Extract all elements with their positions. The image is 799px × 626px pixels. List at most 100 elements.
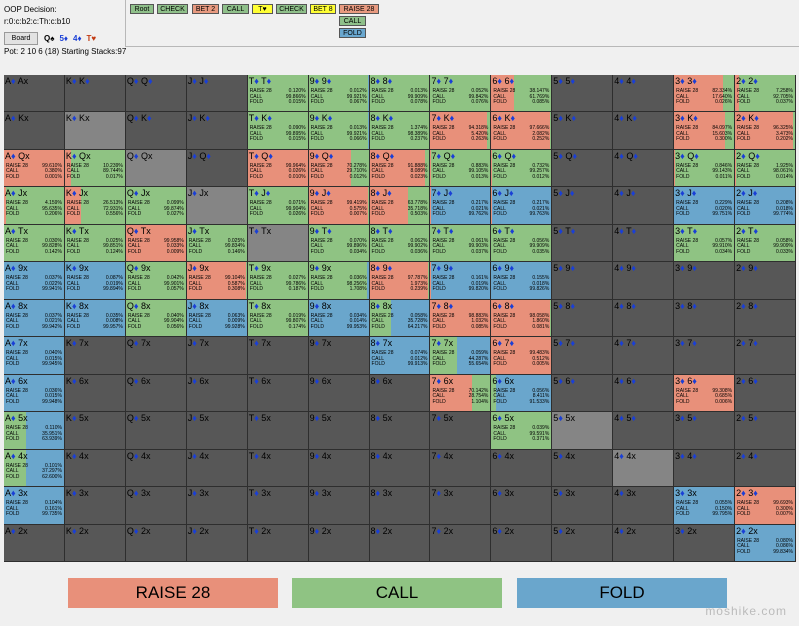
hand-cell[interactable]: A♦ 6x RAISE 28 0.036% CALL 0.015% FOLD 99.948% [4, 374, 65, 413]
hand-cell[interactable]: A♦ Jx RAISE 28 4.159% CALL 95.635% FOLD 0.206% [4, 187, 65, 225]
hand-cell[interactable]: 7♦ 2x [430, 524, 492, 562]
hand-cell[interactable]: 7♦ 7x RAISE 28 0.059% CALL 44.287% FOLD 55.654… [430, 337, 492, 375]
hand-cell[interactable]: 3♦ 3x RAISE 28 0.055% CALL 0.150% FOLD 99.795% [674, 487, 736, 525]
hand-cell[interactable]: 9♦ 5x [308, 412, 370, 450]
hand-cell[interactable]: 2♦ 5♦ [735, 412, 796, 450]
hand-cell[interactable]: T♦ 7x [247, 337, 309, 375]
hand-cell[interactable]: 4♦ J♦ [613, 187, 675, 225]
hand-cell[interactable]: A♦ 7x RAISE 28 0.040% CALL 0.015% FOLD 99.945% [4, 337, 65, 375]
hand-cell[interactable]: K♦ 5x [64, 412, 126, 450]
hand-cell[interactable]: J♦ K♦ [186, 112, 248, 150]
hand-cell[interactable]: T♦ 5x [247, 412, 309, 450]
hand-cell[interactable]: 4♦ T♦ [613, 224, 675, 263]
hand-cell[interactable]: 5♦ 6♦ [552, 374, 614, 413]
hand-cell[interactable]: 2♦ 2x RAISE 28 0.080% CALL 0.086% FOLD 99.834% [735, 524, 796, 562]
hand-cell[interactable]: 2♦ 7♦ [735, 337, 796, 375]
board-button[interactable]: Board [4, 31, 38, 45]
hand-cell[interactable]: A♦ Tx RAISE 28 0.030% CALL 99.828% FOLD 0.142% [4, 224, 65, 263]
hand-cell[interactable]: 7♦ T♦ RAISE 28 0.061% CALL 99.903% FOLD 0.037% [430, 224, 492, 263]
hand-cell[interactable]: 2♦ 4♦ [735, 449, 796, 488]
hand-cell[interactable]: 2♦ Q♦ RAISE 28 1.925% CALL 98.061% FOLD 0.014% [735, 149, 796, 188]
hand-cell[interactable]: 8♦ 4x [369, 449, 431, 488]
hand-cell[interactable]: 9♦ 2x [308, 524, 370, 562]
hand-cell[interactable]: 4♦ 7♦ [613, 337, 675, 375]
hand-cell[interactable]: K♦ 6x [64, 374, 126, 413]
hand-cell[interactable]: 7♦ 6x RAISE 28 70.142% CALL 28.754% FOLD 1.104… [430, 374, 492, 413]
hand-cell[interactable]: 6♦ 7♦ RAISE 28 99.483% CALL 0.512% FOLD 0.005% [491, 337, 553, 375]
hand-cell[interactable]: Q♦ 8x RAISE 28 0.040% CALL 99.904% FOLD 0.056% [125, 299, 187, 338]
hand-cell[interactable]: J♦ Tx RAISE 28 0.025% CALL 99.834% FOLD 0.146% [186, 224, 248, 263]
hand-cell[interactable]: J♦ 3x [186, 487, 248, 525]
hand-cell[interactable]: T♦ 8x RAISE 28 0.019% CALL 99.807% FOLD 0.174% [247, 299, 309, 338]
hand-cell[interactable]: 2♦ K♦ RAISE 28 96.325% CALL 3.473% FOLD 0.202% [735, 112, 796, 150]
hand-cell[interactable]: 3♦ 4♦ [674, 449, 736, 488]
hand-cell[interactable]: 4♦ Q♦ [613, 149, 675, 188]
hand-cell[interactable]: 6♦ 5x RAISE 28 0.039% CALL 99.591% FOLD 0.371% [491, 412, 553, 450]
hand-cell[interactable]: 6♦ 9♦ RAISE 28 0.155% CALL 0.018% FOLD 99.826% [491, 262, 553, 300]
hand-cell[interactable]: J♦ Q♦ [186, 149, 248, 188]
hand-cell[interactable]: T♦ 6x [247, 374, 309, 413]
hand-cell[interactable]: 5♦ 4x [552, 449, 614, 488]
hand-cell[interactable]: 6♦ 2x [491, 524, 553, 562]
hand-cell[interactable]: Q♦ Tx RAISE 28 99.958% CALL 0.033% FOLD 0.009% [125, 224, 187, 263]
hand-cell[interactable]: J♦ 4x [186, 449, 248, 488]
hand-cell[interactable]: 3♦ J♦ RAISE 28 0.229% CALL 0.020% FOLD 99.751% [674, 187, 736, 225]
hand-cell[interactable]: 8♦ 6x [369, 374, 431, 413]
hand-cell[interactable]: J♦ 5x [186, 412, 248, 450]
hand-cell[interactable]: T♦ 4x [247, 449, 309, 488]
hand-cell[interactable]: A♦ Qx RAISE 28 99.610% CALL 0.380% FOLD 0.001% [4, 149, 65, 188]
hand-cell[interactable]: 9♦ J♦ RAISE 28 99.419% CALL 0.575% FOLD 0.007% [308, 187, 370, 225]
hand-cell[interactable]: 2♦ 2♦ RAISE 28 7.258% CALL 92.705% FOLD 0.037% [735, 75, 796, 113]
hand-cell[interactable]: 7♦ K♦ RAISE 28 94.318% CALL 5.420% FOLD 0.263% [430, 112, 492, 150]
hand-cell[interactable]: 5♦ 7♦ [552, 337, 614, 375]
tree-button-call[interactable]: CALL [339, 16, 366, 26]
hand-cell[interactable]: Q♦ Q♦ [125, 75, 187, 113]
hand-cell[interactable]: 3♦ 7♦ [674, 337, 736, 375]
hand-cell[interactable]: 4♦ 4♦ [613, 75, 675, 113]
hand-cell[interactable]: Q♦ 5x [125, 412, 187, 450]
hand-cell[interactable]: J♦ Jx [186, 187, 248, 225]
hand-cell[interactable]: K♦ 4x [64, 449, 126, 488]
hand-cell[interactable]: 3♦ 6♦ RAISE 28 99.308% CALL 0.685% FOLD 0.006% [674, 374, 736, 413]
hand-cell[interactable]: 9♦ 9x RAISE 28 0.036% CALL 98.256% FOLD 1.708% [308, 262, 370, 300]
hand-cell[interactable]: J♦ 7x [186, 337, 248, 375]
hand-cell[interactable]: 5♦ 9♦ [552, 262, 614, 300]
tree-button-raise-28[interactable]: RAISE 28 [339, 4, 379, 14]
hand-cell[interactable]: 6♦ 8♦ RAISE 28 98.058% CALL 1.860% FOLD 0.081% [491, 299, 553, 338]
hand-cell[interactable]: 9♦ Q♦ RAISE 28 70.278% CALL 29.710% FOLD 0.012… [308, 149, 370, 188]
hand-cell[interactable]: 4♦ 4x [613, 449, 675, 488]
hand-cell[interactable]: 6♦ K♦ RAISE 28 97.666% CALL 2.082% FOLD 0.252% [491, 112, 553, 150]
hand-cell[interactable]: 9♦ 7x [308, 337, 370, 375]
hand-cell[interactable]: K♦ Qx RAISE 28 10.239% CALL 89.744% FOLD 0.017… [64, 149, 126, 188]
hand-cell[interactable]: 8♦ 9♦ RAISE 28 97.787% CALL 1.973% FOLD 0.239% [369, 262, 431, 300]
hand-cell[interactable]: 5♦ Q♦ [552, 149, 614, 188]
hand-cell[interactable]: 8♦ 2x [369, 524, 431, 562]
hand-cell[interactable]: 3♦ 8♦ [674, 299, 736, 338]
hand-cell[interactable]: 8♦ J♦ RAISE 28 63.778% CALL 35.718% FOLD 0.503… [369, 187, 431, 225]
tree-button-t[interactable]: T♥ [252, 4, 273, 14]
hand-cell[interactable]: 7♦ 4x [430, 449, 492, 488]
hand-cell[interactable]: 6♦ J♦ RAISE 28 0.217% CALL 0.021% FOLD 99.763% [491, 187, 553, 225]
hand-cell[interactable]: K♦ 8x RAISE 28 0.035% CALL 0.008% FOLD 99.957% [64, 299, 126, 338]
hand-cell[interactable]: 8♦ 3x [369, 487, 431, 525]
hand-cell[interactable]: 3♦ T♦ RAISE 28 0.057% CALL 99.910% FOLD 0.034% [674, 224, 736, 263]
hand-cell[interactable]: T♦ 2x [247, 524, 309, 562]
hand-cell[interactable]: 3♦ 2x [674, 524, 736, 562]
hand-cell[interactable]: 6♦ 6♦ RAISE 28 38.147% CALL 61.769% FOLD 0.085… [491, 75, 553, 113]
hand-cell[interactable]: 9♦ 4x [308, 449, 370, 488]
hand-cell[interactable]: 2♦ J♦ RAISE 28 0.208% CALL 0.018% FOLD 99.774% [735, 187, 796, 225]
hand-cell[interactable]: 7♦ 5x [430, 412, 492, 450]
hand-cell[interactable]: Q♦ 6x [125, 374, 187, 413]
hand-cell[interactable]: 5♦ J♦ [552, 187, 614, 225]
hand-cell[interactable]: A♦ 2x [4, 524, 65, 562]
hand-cell[interactable]: Q♦ 3x [125, 487, 187, 525]
hand-cell[interactable]: 2♦ T♦ RAISE 28 0.058% CALL 99.909% FOLD 0.033% [735, 224, 796, 263]
tree-button-check[interactable]: CHECK [157, 4, 188, 14]
hand-cell[interactable]: 8♦ Q♦ RAISE 28 91.888% CALL 8.089% FOLD 0.023% [369, 149, 431, 188]
hand-cell[interactable]: 2♦ 8♦ [735, 299, 796, 338]
hand-cell[interactable]: K♦ Kx [64, 112, 126, 150]
hand-cell[interactable]: K♦ K♦ [64, 75, 126, 113]
hand-cell[interactable]: 6♦ Q♦ RAISE 28 0.732% CALL 99.257% FOLD 0.012% [491, 149, 553, 188]
hand-cell[interactable]: 9♦ T♦ RAISE 28 0.070% CALL 99.896% FOLD 0.034% [308, 224, 370, 263]
hand-cell[interactable]: 4♦ K♦ [613, 112, 675, 150]
